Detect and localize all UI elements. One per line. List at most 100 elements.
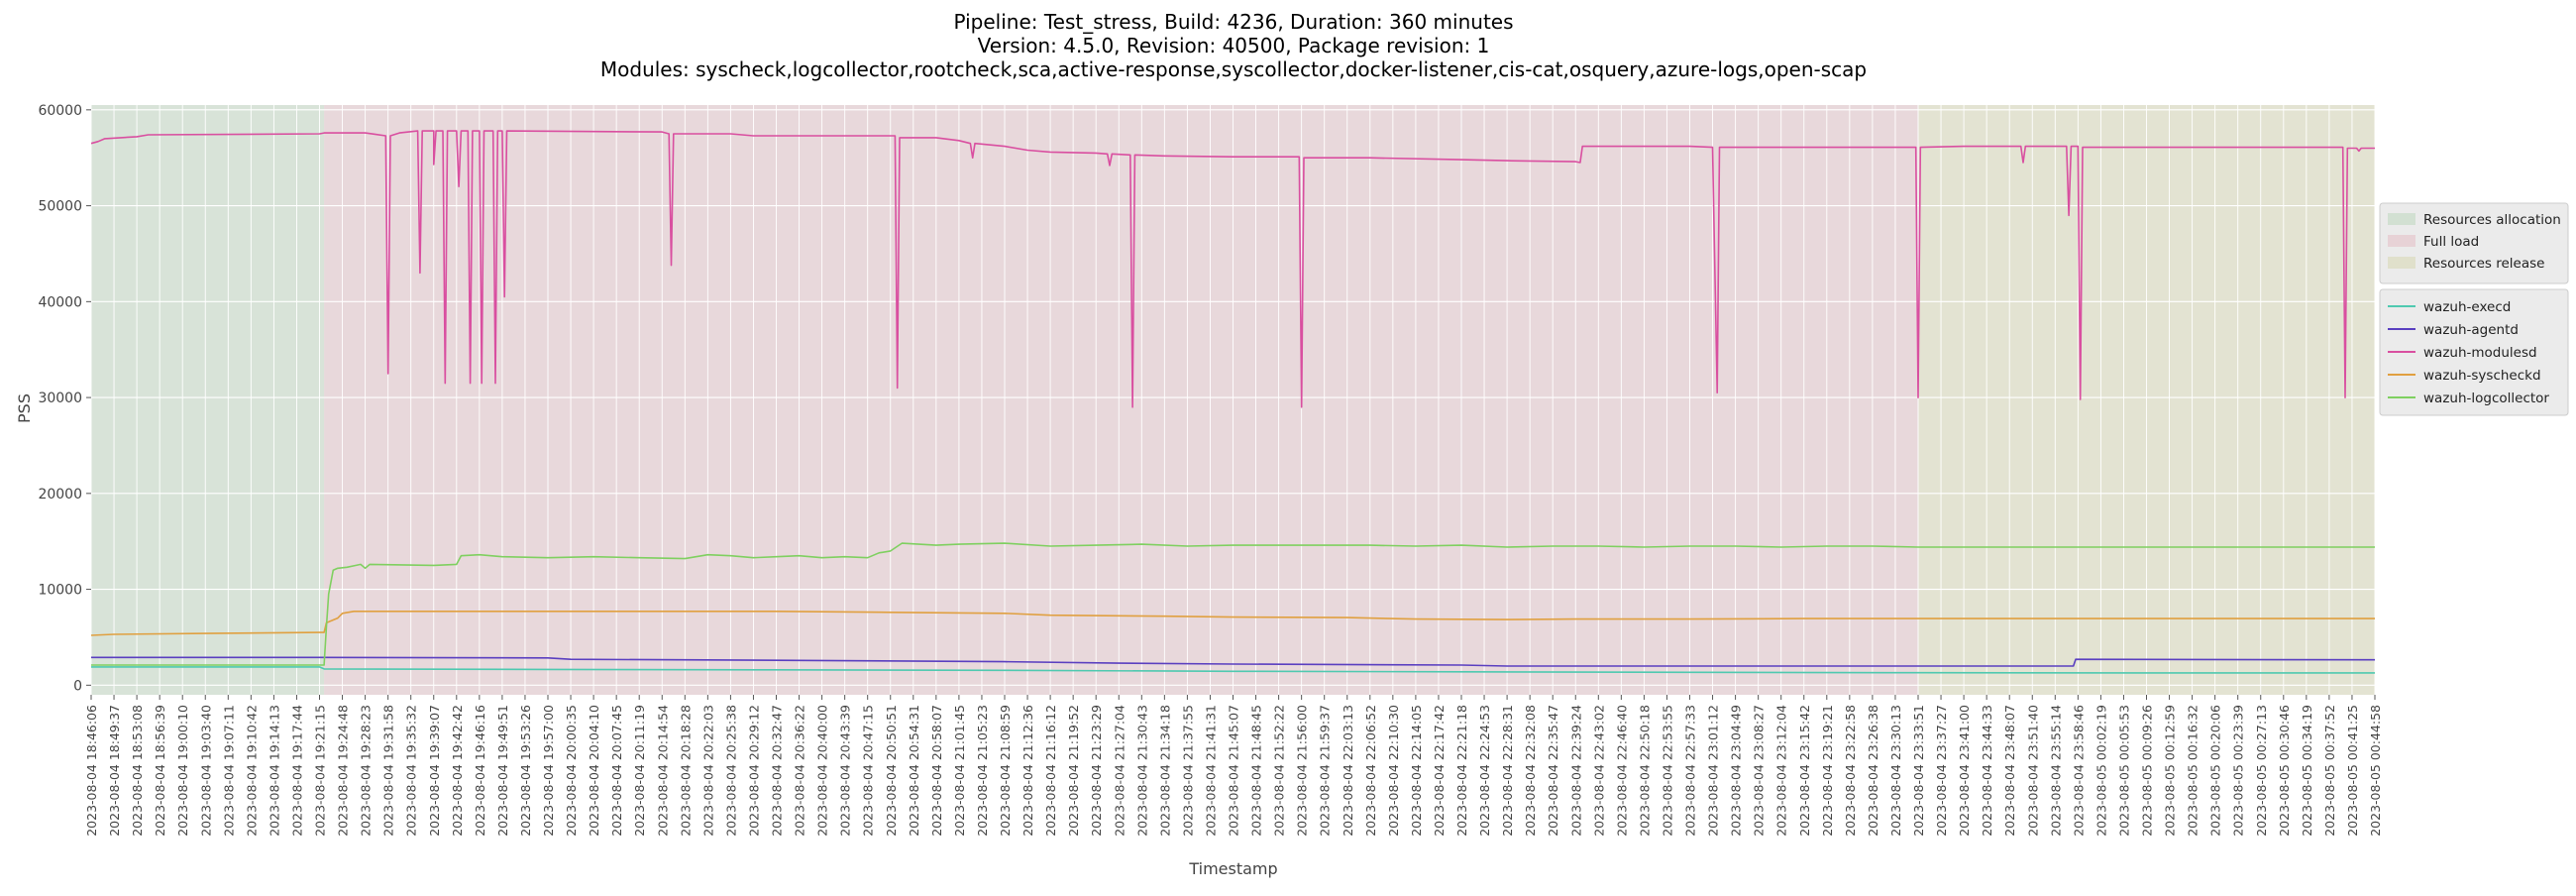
x-tick-label: 2023-08-04 19:10:42 (244, 705, 259, 837)
x-tick-label: 2023-08-04 23:58:46 (2071, 705, 2086, 837)
x-tick-label: 2023-08-04 18:53:08 (130, 705, 145, 837)
x-tick-label: 2023-08-04 23:08:27 (1752, 705, 1767, 837)
x-tick-label: 2023-08-04 23:12:04 (1774, 705, 1789, 837)
x-tick-label: 2023-08-04 20:54:31 (907, 705, 921, 837)
x-tick-label: 2023-08-04 21:27:04 (1112, 705, 1127, 837)
x-tick-label: 2023-08-04 23:22:58 (1843, 705, 1858, 837)
x-tick-label: 2023-08-05 00:23:39 (2231, 705, 2246, 837)
phase-band-0 (91, 105, 325, 695)
x-tick-label: 2023-08-04 23:30:13 (1888, 705, 1903, 837)
x-tick-label: 2023-08-05 00:12:59 (2163, 705, 2178, 837)
x-tick-label: 2023-08-04 22:46:40 (1614, 705, 1629, 837)
series-line-wazuh-execd (91, 666, 2375, 674)
x-tick-label: 2023-08-04 21:52:22 (1272, 705, 1287, 837)
x-tick-label: 2023-08-04 23:33:51 (1911, 705, 1926, 837)
phase-band-1 (324, 105, 1918, 695)
x-tick-label: 2023-08-04 23:26:38 (1866, 705, 1880, 837)
x-tick-label: 2023-08-04 18:46:06 (84, 705, 99, 837)
x-tick-label: 2023-08-04 20:43:39 (838, 705, 853, 837)
x-tick-label: 2023-08-04 23:48:07 (2002, 705, 2017, 837)
x-tick-label: 2023-08-04 19:07:11 (221, 705, 236, 837)
chart-title-line-2: Version: 4.5.0, Revision: 40500, Package… (978, 34, 1490, 57)
x-tick-label: 2023-08-05 00:27:13 (2254, 705, 2269, 837)
x-tick-label: 2023-08-04 23:19:21 (1820, 705, 1835, 837)
legend-phases: Resources allocation Full load Resources r… (2379, 202, 2569, 284)
grid (90, 105, 2376, 695)
x-tick-label: 2023-08-04 20:36:22 (793, 705, 807, 837)
x-tick-label: 2023-08-04 21:56:00 (1295, 705, 1310, 837)
x-tick-label: 2023-08-04 20:50:51 (884, 705, 899, 837)
x-tick-label: 2023-08-04 19:57:00 (541, 705, 556, 837)
legend-phase-swatch (2388, 257, 2415, 269)
x-tick-label: 2023-08-04 19:35:32 (404, 705, 419, 837)
x-tick-label: 2023-08-04 21:41:31 (1203, 705, 1218, 837)
x-tick-label: 2023-08-04 23:01:12 (1706, 705, 1721, 837)
series-line-wazuh-modulesd (90, 130, 2375, 408)
legend-series-label: wazuh-execd (2423, 299, 2511, 315)
x-tick-label: 2023-08-05 00:44:58 (2368, 705, 2383, 837)
x-tick-label: 2023-08-05 00:20:06 (2208, 705, 2223, 837)
x-tick-label: 2023-08-04 20:22:03 (700, 705, 715, 837)
x-tick-label: 2023-08-04 23:44:33 (1980, 705, 1994, 837)
x-tick-label: 2023-08-04 20:14:54 (655, 705, 670, 837)
x-tick-label: 2023-08-05 00:16:32 (2186, 705, 2200, 837)
x-tick-label: 2023-08-04 23:55:14 (2048, 705, 2063, 837)
x-tick-label: 2023-08-04 21:01:45 (952, 705, 967, 837)
x-tick-label: 2023-08-04 22:32:08 (1523, 705, 1538, 837)
x-tick-label: 2023-08-04 20:29:12 (746, 705, 761, 837)
legend-phase-label: Resources allocation (2423, 212, 2561, 228)
series-line-wazuh-agentd (91, 656, 2376, 667)
x-tick-label: 2023-08-04 19:49:51 (495, 705, 510, 837)
x-tick-label: 2023-08-04 19:53:26 (518, 705, 533, 837)
series-line-wazuh-syscheckd (90, 611, 2375, 636)
x-tick-label: 2023-08-04 18:49:37 (107, 705, 122, 837)
series-lines (90, 130, 2376, 674)
x-tick-label: 2023-08-05 00:02:19 (2093, 705, 2108, 837)
x-tick-label: 2023-08-04 23:41:00 (1957, 705, 1972, 837)
x-tick-label: 2023-08-04 19:24:48 (336, 705, 351, 837)
x-tick-label: 2023-08-04 19:17:44 (289, 705, 304, 837)
x-tick-label: 2023-08-04 20:11:19 (632, 705, 647, 837)
x-tick-label: 2023-08-04 20:32:47 (770, 705, 785, 837)
y-tick-label: 60000 (38, 103, 82, 119)
legend-phase-swatch (2388, 213, 2415, 225)
y-tick-label: 0 (73, 678, 82, 694)
x-tick-label: 2023-08-04 19:21:15 (313, 705, 328, 837)
x-tick-label: 2023-08-04 22:03:13 (1341, 705, 1355, 837)
x-tick-label: 2023-08-05 00:37:52 (2322, 705, 2337, 837)
x-tick-label: 2023-08-04 21:23:29 (1089, 705, 1104, 837)
x-tick-label: 2023-08-04 20:58:07 (929, 705, 944, 837)
legend-series-label: wazuh-syscheckd (2423, 368, 2541, 384)
y-axis: 0 10000 20000 30000 40000 50000 60000 (38, 103, 91, 694)
y-tick-label: 30000 (38, 391, 82, 406)
x-tick-label: 2023-08-04 20:18:28 (678, 705, 693, 837)
x-tick-label: 2023-08-04 19:14:13 (267, 705, 281, 837)
x-tick-label: 2023-08-04 21:12:36 (1020, 705, 1035, 837)
x-tick-label: 2023-08-05 00:34:19 (2300, 705, 2314, 837)
x-tick-label: 2023-08-04 22:39:24 (1568, 705, 1583, 837)
x-tick-label: 2023-08-04 20:40:00 (815, 705, 830, 837)
legend-series-label: wazuh-logcollector (2423, 391, 2549, 406)
x-tick-label: 2023-08-04 20:04:10 (587, 705, 601, 837)
x-axis-label: Timestamp (1188, 859, 1277, 878)
x-tick-label: 2023-08-04 22:57:33 (1683, 705, 1698, 837)
legend-series: wazuh-execd wazuh-agentd wazuh-modulesd waz… (2379, 288, 2569, 416)
x-tick-label: 2023-08-04 19:31:58 (381, 705, 396, 837)
x-tick-label: 2023-08-04 23:51:40 (2025, 705, 2040, 837)
x-tick-label: 2023-08-04 23:37:27 (1934, 705, 1949, 837)
x-tick-label: 2023-08-04 21:16:12 (1043, 705, 1058, 837)
x-tick-label: 2023-08-04 22:14:05 (1409, 705, 1424, 837)
x-tick-label: 2023-08-04 21:30:43 (1134, 705, 1149, 837)
x-tick-label: 2023-08-05 00:41:25 (2345, 705, 2360, 837)
legend-phase-swatch (2388, 235, 2415, 247)
x-tick-label: 2023-08-04 21:48:45 (1249, 705, 1264, 837)
x-tick-label: 2023-08-04 20:00:35 (564, 705, 579, 837)
y-tick-label: 10000 (38, 583, 82, 599)
x-tick-label: 2023-08-04 22:17:42 (1432, 705, 1447, 837)
x-tick-label: 2023-08-04 19:00:10 (175, 705, 190, 837)
x-axis: 2023-08-04 18:46:06 2023-08-04 18:49:37 20… (84, 695, 2383, 837)
legend-phases-box (2379, 202, 2569, 284)
x-tick-label: 2023-08-04 23:04:49 (1729, 705, 1744, 837)
x-tick-label: 2023-08-04 22:35:47 (1546, 705, 1560, 837)
